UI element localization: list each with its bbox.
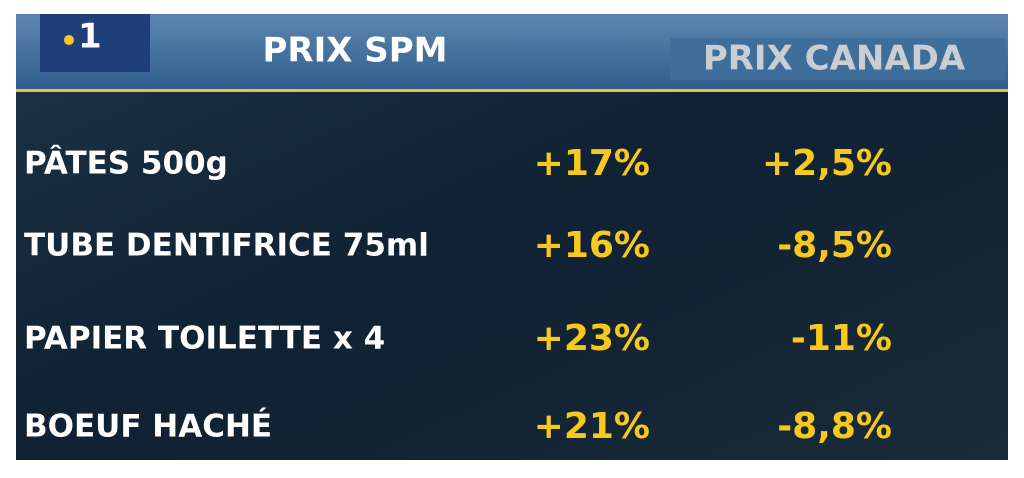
percent-change: +16% — [534, 225, 650, 266]
percent-change: +17% — [534, 143, 650, 184]
table: PÂTES 500g +17% +2,5% TUBE DENTIFRICE 75ml +… — [24, 143, 892, 447]
percent-change: +2,5% — [762, 143, 892, 184]
percent-change: +23% — [534, 318, 650, 359]
column-header: PRIX CANADA — [703, 39, 966, 79]
row-label: BOEUF HACHÉ — [24, 409, 272, 445]
logo-box — [40, 14, 150, 72]
percent-change: -8,5% — [777, 225, 892, 266]
percent-change: +21% — [534, 406, 650, 447]
logo-dot — [64, 35, 74, 45]
row-label: PÂTES 500g — [24, 146, 228, 182]
header-rule — [16, 89, 1008, 92]
logo: 1 — [78, 17, 102, 57]
percent-change: -11% — [791, 318, 892, 359]
row-label: PAPIER TOILETTE x 4 — [24, 321, 385, 357]
column-header: PRIX SPM — [262, 31, 447, 71]
row-label: TUBE DENTIFRICE 75ml — [24, 228, 429, 264]
percent-change: -8,8% — [777, 406, 892, 447]
column-header-box — [670, 38, 1005, 80]
